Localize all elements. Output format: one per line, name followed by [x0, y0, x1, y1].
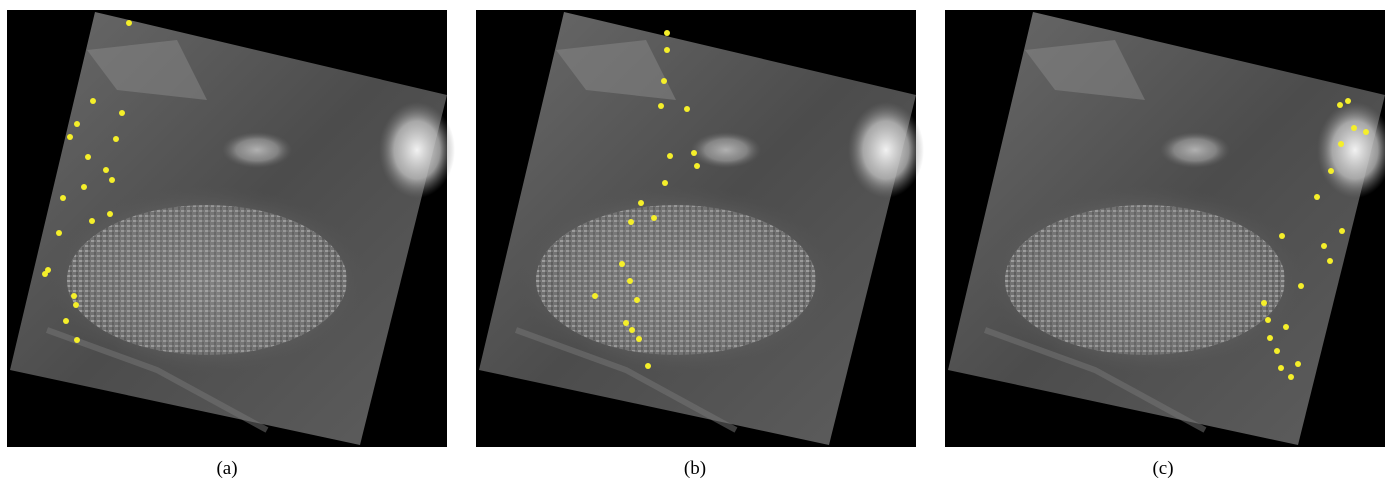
satellite-image: [7, 10, 455, 447]
point: [667, 153, 673, 159]
caption: (c): [1152, 458, 1173, 479]
point: [651, 215, 657, 221]
point: [1345, 98, 1351, 104]
point: [85, 154, 91, 160]
point: [73, 302, 79, 308]
figure: (a) (b) (c): [0, 0, 1385, 486]
point: [658, 103, 664, 109]
point: [63, 318, 69, 324]
point: [1363, 129, 1369, 135]
point: [664, 30, 670, 36]
point: [636, 336, 642, 342]
point: [627, 278, 633, 284]
point: [1328, 168, 1334, 174]
point: [1298, 283, 1304, 289]
point: [691, 150, 697, 156]
point: [1274, 348, 1280, 354]
point: [90, 98, 96, 104]
point: [628, 219, 634, 225]
point: [1327, 258, 1333, 264]
point: [1267, 335, 1273, 341]
point: [592, 293, 598, 299]
point: [113, 136, 119, 142]
point: [634, 297, 640, 303]
point: [60, 195, 66, 201]
body: (a) (b) (c) (() => { const data = JSON.p…: [0, 0, 1385, 486]
point: [71, 293, 77, 299]
point: [623, 320, 629, 326]
point: [1261, 300, 1267, 306]
point: [619, 261, 625, 267]
point: [107, 211, 113, 217]
satellite-image: [476, 10, 924, 447]
point: [662, 180, 668, 186]
point: [56, 230, 62, 236]
point: [89, 218, 95, 224]
point: [1321, 243, 1327, 249]
point: [1278, 365, 1284, 371]
point: [661, 78, 667, 84]
point: [119, 110, 125, 116]
caption: (a): [216, 458, 237, 479]
point: [664, 47, 670, 53]
point: [109, 177, 115, 183]
point: [1337, 102, 1343, 108]
point: [67, 134, 73, 140]
point: [1339, 228, 1345, 234]
page: {"panels": [{"caption": "(a)"}, {"captio…: [0, 0, 1385, 486]
point: [1351, 125, 1357, 131]
point: [684, 106, 690, 112]
point: [645, 363, 651, 369]
caption: (b): [684, 458, 706, 479]
point: [694, 163, 700, 169]
point: [1314, 194, 1320, 200]
point: [638, 200, 644, 206]
point: [42, 271, 48, 277]
point: [629, 327, 635, 333]
point: [74, 121, 80, 127]
point: [1283, 324, 1289, 330]
point: [1265, 317, 1271, 323]
satellite-image: [945, 10, 1385, 447]
point: [103, 167, 109, 173]
point: [81, 184, 87, 190]
point: [1288, 374, 1294, 380]
point: [74, 337, 80, 343]
point: [1295, 361, 1301, 367]
point: [1338, 141, 1344, 147]
point: [126, 20, 132, 26]
point: [1279, 233, 1285, 239]
